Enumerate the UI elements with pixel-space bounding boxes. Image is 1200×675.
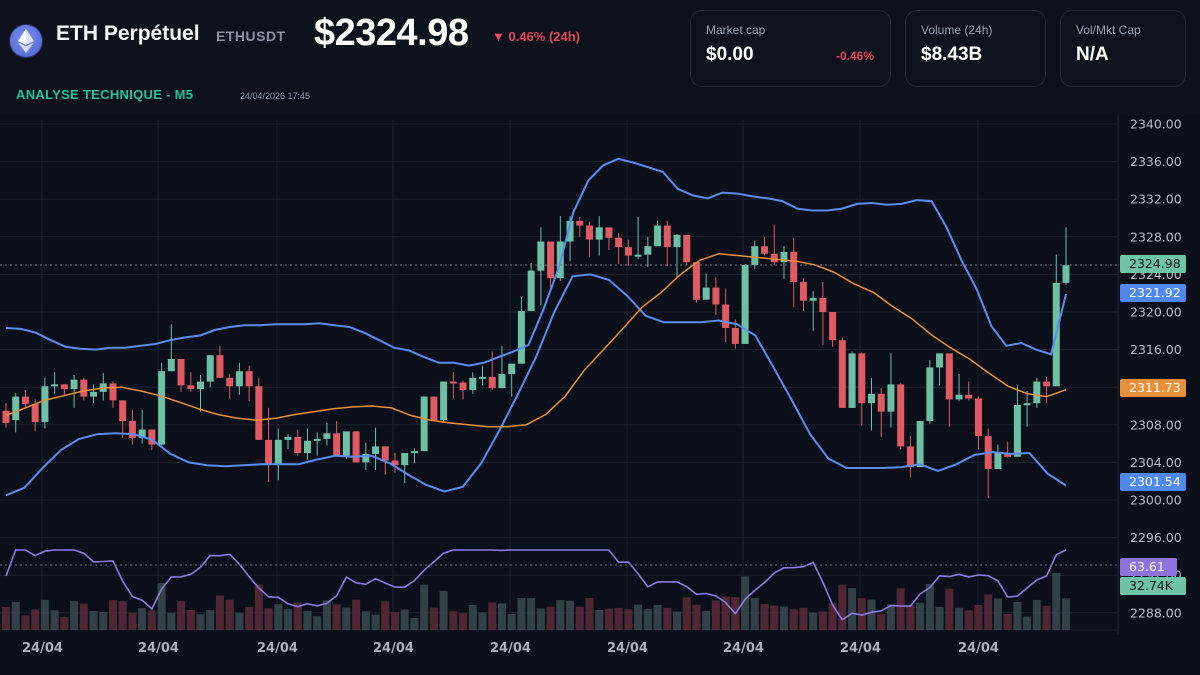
- analysis-timestamp: 24/04/2026 17:45: [240, 91, 311, 101]
- time-tick-label: 24/04: [607, 641, 648, 656]
- ticker-symbol: ETHUSDT: [216, 28, 286, 44]
- time-tick-label: 24/04: [257, 641, 298, 656]
- price-tick-label: 2300.00: [1130, 493, 1182, 508]
- stat-label: Volume (24h): [921, 23, 993, 37]
- stat-card-market-cap: Market cap $0.00 -0.46%: [690, 10, 891, 87]
- volume-tag: 32.74K: [1120, 577, 1186, 595]
- rsi-tag: 63.61: [1120, 558, 1177, 576]
- volume-bars: [1, 572, 1071, 630]
- asset-name: ETH Perpétuel: [56, 22, 200, 45]
- price-change-24h: ▼ 0.46% (24h): [492, 29, 581, 44]
- bollinger-lower-line: [5, 273, 1067, 497]
- ma-tag: 2311.73: [1120, 379, 1186, 397]
- time-axis[interactable]: 24/04 24/04 24/04 24/04 24/04 24/04 24/04 24/04…: [22, 641, 999, 656]
- analysis-subtitle: ANALYSE TECHNIQUE - M5: [16, 87, 194, 102]
- lower-band-tag: 2301.54: [1120, 473, 1186, 491]
- stat-label: Vol/Mkt Cap: [1076, 23, 1141, 37]
- time-tick-label: 24/04: [138, 641, 179, 656]
- time-tick-label: 24/04: [840, 641, 881, 656]
- time-tick-label: 24/04: [22, 641, 63, 656]
- time-tick-label: 24/04: [958, 641, 999, 656]
- bollinger-upper-line: [5, 157, 1067, 367]
- stat-label: Market cap: [706, 23, 766, 37]
- stat-value: $8.43B: [921, 44, 983, 65]
- ethereum-icon: [10, 25, 42, 57]
- current-price: $2324.98: [314, 12, 469, 54]
- price-tick-label: 2316.00: [1130, 342, 1182, 357]
- stat-change: -0.46%: [835, 49, 874, 63]
- price-tick-label: 2320.00: [1130, 305, 1182, 320]
- stat-card-volume: Volume (24h) $8.43B: [905, 10, 1046, 87]
- price-tick-label: 2340.00: [1130, 117, 1182, 132]
- stat-value: N/A: [1076, 44, 1109, 65]
- upper-band-tag: 2321.92: [1120, 284, 1186, 302]
- time-tick-label: 24/04: [373, 641, 414, 656]
- time-tick-label: 24/04: [723, 641, 764, 656]
- stat-card-vol-mkt-cap: Vol/Mkt Cap N/A: [1060, 10, 1186, 87]
- rsi-line: [5, 549, 1067, 621]
- price-tick-label: 2304.00: [1130, 455, 1182, 470]
- price-tick-label: 2308.00: [1130, 417, 1182, 432]
- stat-value: $0.00: [706, 44, 754, 65]
- price-tick-label: 2336.00: [1130, 154, 1182, 169]
- header: ETH Perpétuel ETHUSDT $2324.98 ▼ 0.46% (…: [0, 0, 1200, 115]
- last-price-tag: 2324.98: [1120, 255, 1186, 273]
- moving-average-line: [5, 252, 1067, 428]
- price-tick-label: 2288.00: [1130, 605, 1182, 620]
- price-tick-label: 2328.00: [1130, 229, 1182, 244]
- price-chart[interactable]: 2340.002336.002332.002328.002324.002320.…: [0, 115, 1200, 675]
- time-tick-label: 24/04: [490, 641, 531, 656]
- price-axis[interactable]: 2340.002336.002332.002328.002324.002320.…: [1130, 117, 1182, 621]
- candlesticks: [2, 216, 1070, 499]
- price-tick-label: 2296.00: [1130, 530, 1182, 545]
- price-tick-label: 2332.00: [1130, 192, 1182, 207]
